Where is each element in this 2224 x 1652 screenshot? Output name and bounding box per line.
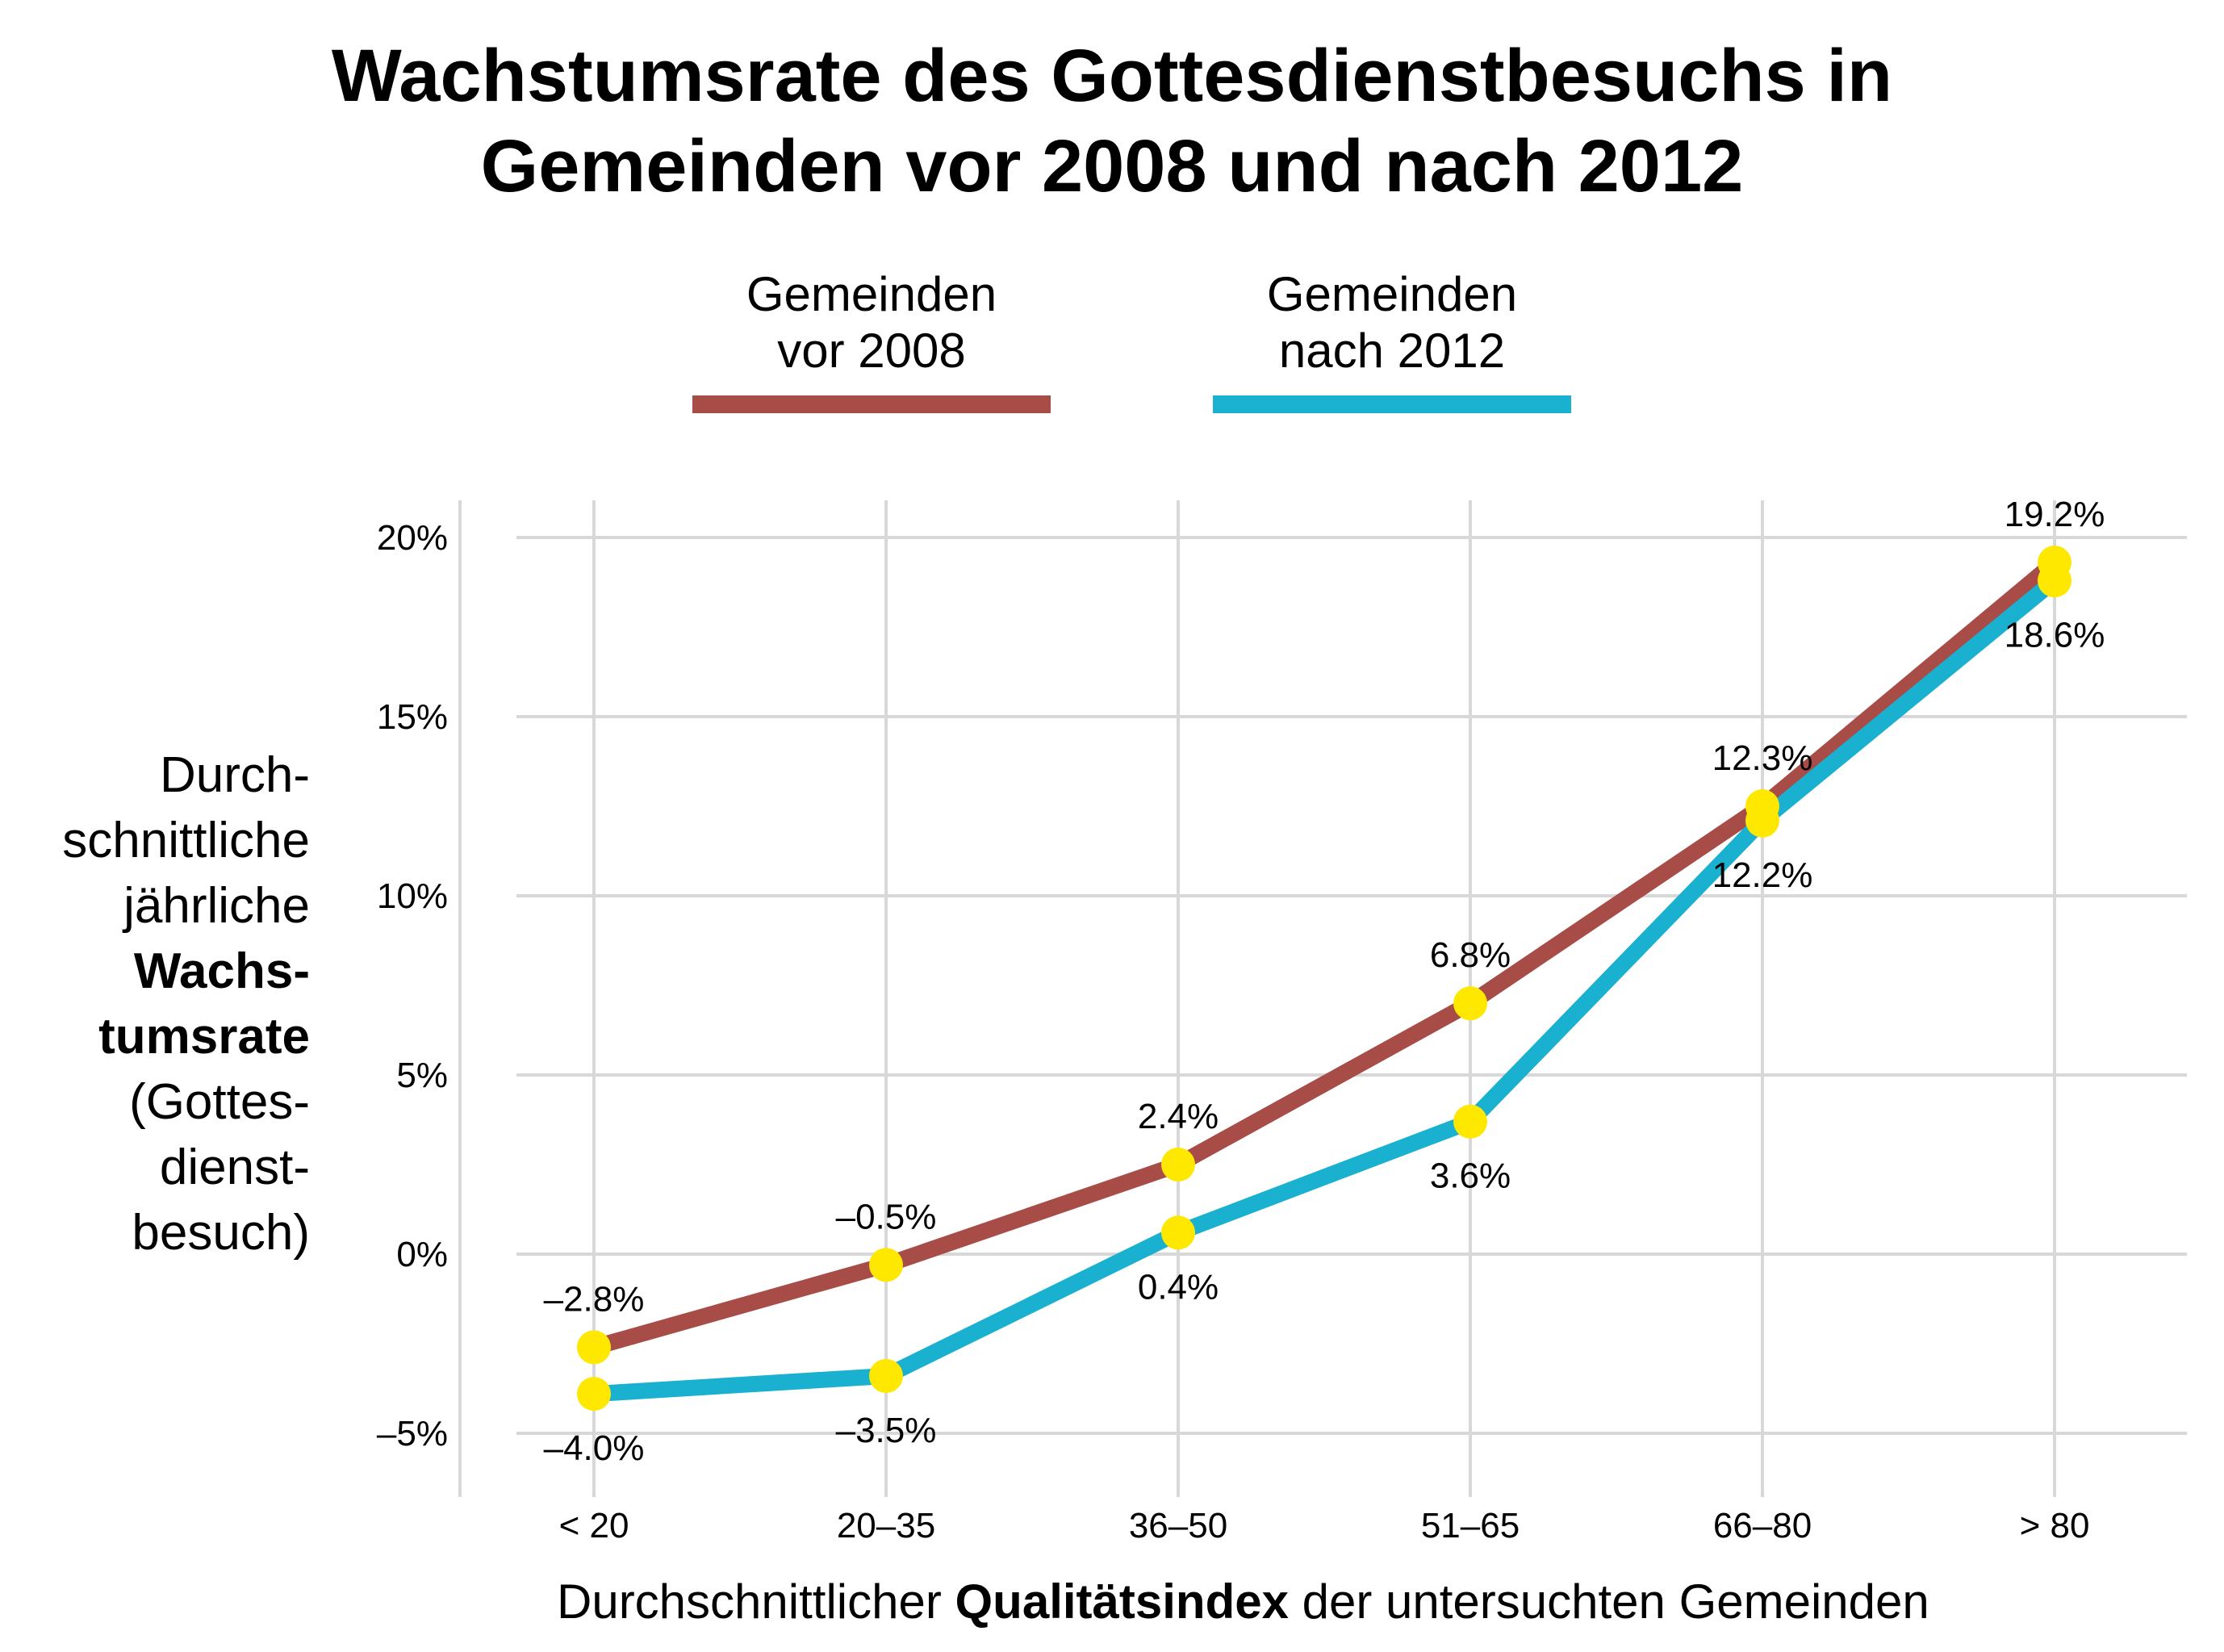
- data-label: 18.6%: [2005, 615, 2105, 655]
- legend-label-line-2: nach 2012: [1278, 324, 1506, 378]
- y-axis-label-line: tumsrate: [98, 1009, 310, 1064]
- data-point-marker: [1161, 1215, 1195, 1250]
- data-point-marker: [1453, 1104, 1487, 1139]
- y-axis-label-line: besuch): [132, 1205, 310, 1261]
- x-axis-label-prefix: Durchschnittlicher: [557, 1575, 955, 1629]
- data-label: –3.5%: [836, 1411, 937, 1450]
- title-line-2: Gemeinden vor 2008 und nach 2012: [480, 125, 1744, 207]
- x-tick-label: 20–35: [837, 1506, 935, 1545]
- y-axis-label-line: Durch-: [159, 747, 310, 803]
- x-tick-label: < 20: [559, 1506, 629, 1545]
- x-tick-label: 51–65: [1421, 1506, 1520, 1545]
- data-label: 12.2%: [1712, 855, 1813, 895]
- series-line-vor-2008: [592, 556, 2060, 1356]
- data-point-marker: [869, 1358, 903, 1393]
- x-tick-label: > 80: [2020, 1506, 2090, 1545]
- data-point-marker: [577, 1330, 611, 1365]
- data-label: 19.2%: [2005, 495, 2105, 534]
- data-label: 0.4%: [1138, 1267, 1219, 1307]
- legend-label-line-1: Gemeinden: [746, 267, 997, 321]
- y-axis-label-line: dienst-: [159, 1140, 310, 1195]
- data-point-marker: [577, 1377, 611, 1412]
- title-line-1: Wachstumsrate des Gottesdienstbesuchs in: [331, 35, 1893, 117]
- x-tick-label: 66–80: [1713, 1506, 1812, 1545]
- y-tick-label: –5%: [377, 1414, 448, 1453]
- series-line-nach-2012: [593, 574, 2060, 1403]
- data-label: –2.8%: [544, 1279, 645, 1319]
- data-point-marker: [1745, 803, 1779, 838]
- legend-item-vor-2008: Gemeinden vor 2008: [692, 266, 1051, 379]
- chart-title: Wachstumsrate des Gottesdienstbesuchs in…: [0, 31, 2224, 211]
- data-label: 12.3%: [1712, 738, 1813, 778]
- data-point-marker: [869, 1248, 903, 1282]
- data-label: –4.0%: [544, 1428, 645, 1468]
- y-tick-label: 10%: [377, 876, 448, 916]
- legend-swatch-vor-2008: [692, 395, 1051, 413]
- data-label: –0.5%: [836, 1197, 937, 1236]
- legend-label-line-2: vor 2008: [777, 324, 966, 378]
- y-tick-label: 5%: [396, 1056, 448, 1095]
- data-label: 2.4%: [1138, 1097, 1219, 1136]
- legend-label-line-1: Gemeinden: [1266, 267, 1518, 321]
- y-tick-label: 0%: [396, 1235, 448, 1274]
- y-tick-label: 20%: [377, 518, 448, 558]
- y-tick-label: 15%: [377, 697, 448, 737]
- y-axis-label-line: (Gottes-: [129, 1074, 310, 1130]
- data-point-marker: [2038, 563, 2071, 598]
- x-tick-label: 36–50: [1129, 1506, 1227, 1545]
- legend-swatch-nach-2012: [1213, 395, 1571, 413]
- x-axis-label-suffix: der untersuchten Gemeinden: [1288, 1575, 1929, 1629]
- legend-item-nach-2012: Gemeinden nach 2012: [1213, 266, 1571, 379]
- y-axis-label-line: schnittliche: [62, 813, 310, 868]
- data-label: 3.6%: [1430, 1156, 1511, 1196]
- data-point-marker: [1161, 1148, 1195, 1181]
- x-axis-label: Durchschnittlicher Qualitätsindex der un…: [557, 1574, 1929, 1630]
- y-axis-label-line: Wachs-: [133, 943, 310, 999]
- y-axis-label: Durch- schnittliche jährliche Wachs- tum…: [62, 742, 310, 1265]
- data-label: 6.8%: [1430, 935, 1511, 975]
- data-point-marker: [1453, 986, 1487, 1021]
- y-axis-label-line: jährliche: [123, 878, 310, 934]
- x-axis-label-bold: Qualitätsindex: [955, 1575, 1289, 1629]
